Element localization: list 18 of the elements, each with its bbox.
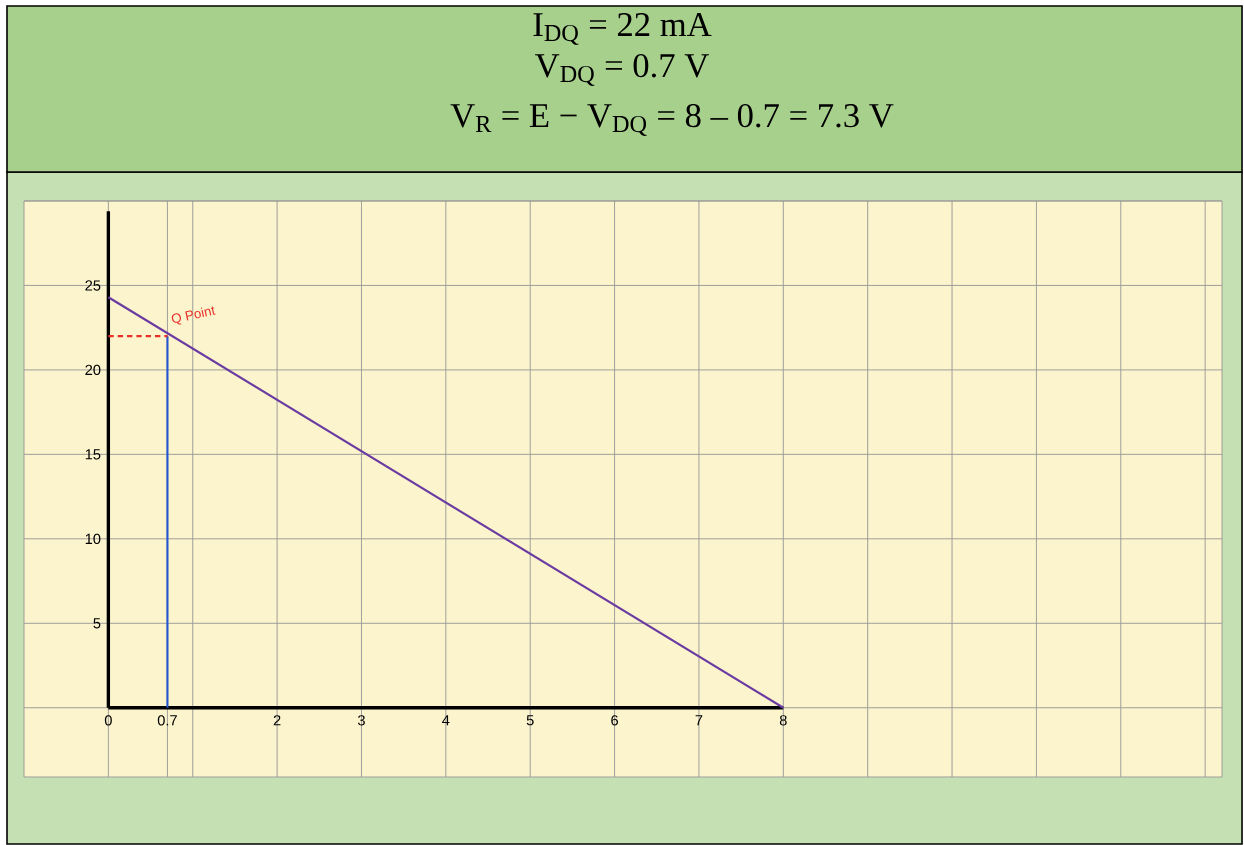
- x-tick-label: 2: [273, 715, 281, 726]
- x-tick-label: 0: [104, 715, 112, 726]
- x-tick-label: 6: [611, 715, 618, 726]
- x-tick-label: 4: [442, 715, 450, 726]
- y-tick-label: 20: [85, 364, 101, 376]
- y-tick-label: 10: [85, 533, 101, 545]
- x-tick-label: 7: [695, 715, 703, 726]
- y-tick-label: 25: [85, 280, 101, 291]
- x-tick-label: 3: [357, 715, 365, 726]
- chart-subtitle: V$_{DQ}$ = 0.7 V: [535, 53, 709, 86]
- x-tick-label: 5: [526, 715, 534, 726]
- chart-title: I$_{DQ}$ = 22 mA: [533, 13, 712, 45]
- y-tick-label: 15: [85, 449, 101, 460]
- x-tick-label: 0.7: [157, 715, 177, 726]
- x-tick-label: 8: [779, 715, 787, 726]
- y-tick-label: 5: [93, 618, 101, 629]
- text: V$_{R}$ = E − V$_{DQ}$ = 8 – 0.7 = 7.3 V: [450, 103, 894, 136]
- annotation: Q Point: [171, 306, 216, 325]
